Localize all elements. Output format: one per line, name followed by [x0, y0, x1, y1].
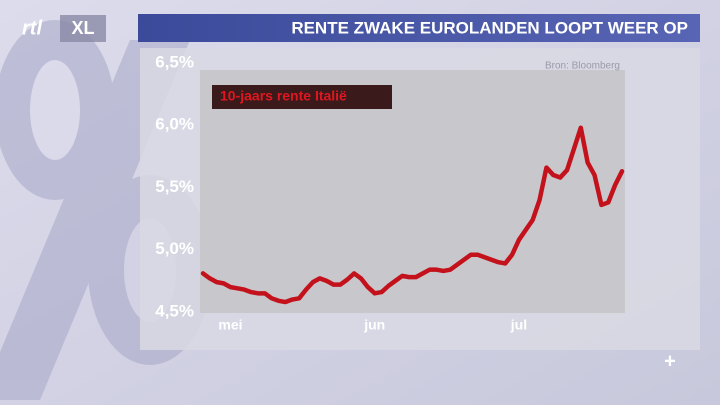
y-tick-label: 6,0% [155, 115, 194, 134]
logo-left: rtl [22, 17, 42, 39]
y-tick-label: 5,0% [155, 239, 194, 258]
legend-label: 10-jaars rente Italië [220, 88, 347, 104]
chart-title: RENTE ZWAKE EUROLANDEN LOOPT WEER OP [291, 18, 688, 37]
plus-icon[interactable]: + [664, 350, 676, 372]
y-tick-label: 5,5% [155, 177, 194, 196]
logo-box [60, 15, 106, 42]
y-tick-label: 6,5% [155, 52, 194, 71]
title-bar [138, 14, 700, 42]
x-tick-label: mei [218, 317, 242, 333]
line [200, 125, 625, 305]
x-tick-label: jul [510, 317, 527, 333]
x-tick-label: jun [363, 317, 385, 333]
logo-right: XL [71, 18, 94, 38]
source: Bron: Bloomberg [545, 61, 620, 72]
plot-area [200, 70, 625, 313]
y-tick-label: 4,5% [155, 301, 194, 320]
legend-box [212, 85, 392, 109]
